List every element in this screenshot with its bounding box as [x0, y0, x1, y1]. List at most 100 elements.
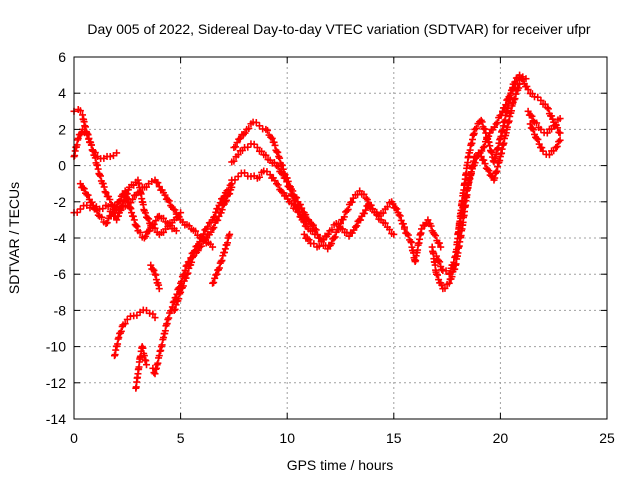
data-point-marker: [373, 211, 381, 219]
data-point-marker: [493, 119, 501, 127]
chart-title: Day 005 of 2022, Sidereal Day-to-day VTE…: [87, 21, 591, 37]
data-point-marker: [115, 198, 123, 206]
data-point-marker: [362, 194, 370, 202]
data-point-marker: [305, 216, 313, 224]
data-point-marker: [87, 141, 95, 149]
data-point-marker: [112, 203, 120, 211]
data-point-marker: [435, 257, 443, 265]
data-point-marker: [115, 209, 123, 217]
data-point-marker: [84, 191, 92, 199]
data-point-marker: [76, 180, 84, 188]
data-point-marker: [386, 226, 394, 234]
data-point-marker: [184, 269, 192, 277]
data-point-marker: [177, 288, 185, 296]
data-point-marker: [226, 190, 234, 198]
data-point-marker: [274, 148, 282, 156]
data-point-marker: [481, 160, 489, 168]
data-point-marker: [537, 96, 545, 104]
data-point-marker: [556, 129, 564, 137]
data-point-marker: [479, 144, 487, 151]
data-point-marker: [189, 252, 197, 260]
data-point-marker: [467, 171, 475, 179]
data-point-marker: [348, 198, 356, 206]
data-point-marker: [253, 144, 261, 151]
data-point-marker: [165, 314, 173, 322]
data-point-marker: [222, 196, 230, 204]
data-point-marker: [339, 225, 347, 233]
data-point-marker: [271, 141, 279, 149]
data-point-marker: [228, 183, 236, 191]
data-point-marker: [527, 111, 535, 119]
x-tick-label: 10: [279, 430, 295, 446]
y-axis-label: SDTVAR / TECUs: [6, 182, 22, 294]
data-point-marker: [467, 170, 475, 178]
data-point-marker: [89, 201, 97, 209]
data-point-marker: [446, 269, 454, 277]
data-point-marker: [289, 192, 297, 200]
data-point-marker: [343, 207, 351, 215]
data-point-marker: [104, 203, 112, 211]
data-point-marker: [430, 230, 438, 238]
data-point-marker: [424, 216, 432, 224]
data-point-marker: [210, 279, 218, 287]
data-point-marker: [484, 165, 492, 173]
data-point-marker: [171, 206, 179, 214]
data-point-marker: [552, 121, 560, 129]
data-point-marker: [250, 140, 258, 148]
data-point-marker: [231, 176, 239, 184]
data-point-marker: [344, 205, 352, 213]
data-point-marker: [118, 202, 126, 210]
data-point-marker: [183, 270, 191, 278]
y-tick-label: -6: [54, 266, 67, 282]
data-point-marker: [98, 213, 106, 221]
data-point-marker: [528, 124, 536, 132]
data-point-marker: [165, 197, 173, 205]
data-point-marker: [202, 234, 210, 242]
data-point-marker: [395, 211, 403, 219]
data-point-marker: [192, 227, 200, 235]
data-point-marker: [534, 135, 542, 143]
data-point-marker: [533, 119, 541, 127]
data-point-marker: [83, 129, 91, 137]
data-point-marker: [88, 146, 96, 154]
data-point-marker: [150, 220, 158, 228]
data-point-marker: [396, 212, 404, 220]
data-point-marker: [432, 252, 440, 260]
data-point-marker: [121, 320, 129, 328]
data-point-marker: [211, 274, 219, 282]
data-point-marker: [480, 156, 488, 164]
data-point-marker: [154, 179, 162, 187]
data-point-marker: [471, 159, 479, 167]
data-point-marker: [351, 223, 359, 231]
data-point-marker: [435, 239, 443, 247]
data-point-marker: [519, 75, 527, 83]
data-point-marker: [353, 222, 361, 230]
data-point-marker: [445, 279, 453, 287]
data-point-marker: [107, 212, 115, 220]
data-point-marker: [152, 217, 160, 225]
data-point-marker: [506, 91, 514, 99]
data-point-marker: [450, 258, 458, 266]
data-point-marker: [492, 120, 500, 128]
data-point-marker: [241, 169, 249, 177]
data-point-marker: [360, 209, 368, 217]
data-point-marker: [393, 205, 401, 213]
x-tick-label: 20: [493, 430, 509, 446]
y-tick-label: 4: [58, 85, 66, 101]
data-point-marker: [129, 212, 137, 220]
data-point-marker: [215, 264, 223, 272]
data-point-marker: [218, 206, 226, 214]
data-point-marker: [100, 183, 108, 191]
data-point-marker: [160, 214, 168, 222]
data-point-marker: [544, 105, 552, 113]
x-tick-label: 5: [177, 430, 185, 446]
data-point-marker: [144, 214, 152, 222]
data-point-marker: [197, 242, 205, 250]
data-point-marker: [99, 180, 107, 188]
data-point-marker: [328, 240, 336, 248]
data-point-marker: [403, 230, 411, 238]
data-point-marker: [478, 118, 486, 126]
data-point-marker: [214, 216, 222, 224]
ticks-layer: [73, 56, 608, 420]
